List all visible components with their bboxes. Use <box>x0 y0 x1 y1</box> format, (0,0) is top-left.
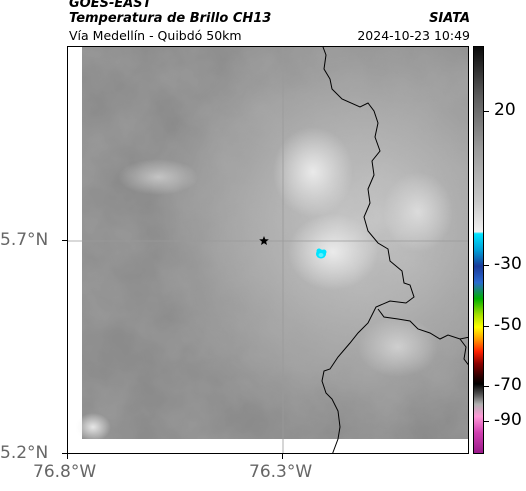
satellite-image-panel <box>67 46 469 454</box>
colorbar-tick <box>484 265 489 266</box>
lat-tick <box>62 453 67 454</box>
satellite-title: GOES-EAST <box>69 0 152 11</box>
colorbar-tick <box>484 386 489 387</box>
colorbar-label: 20 <box>494 100 516 120</box>
lon-tick <box>67 454 68 459</box>
colorbar-label: -50 <box>494 315 522 335</box>
bright-cloud-core <box>273 127 353 217</box>
agency-label: SIATA <box>429 11 470 26</box>
star-icon <box>259 236 269 245</box>
timestamp-label: 2024-10-23 10:49 <box>357 28 470 43</box>
lat-label: 5.2°N <box>0 443 49 463</box>
department-border <box>321 47 415 453</box>
cold-cloud-cell <box>316 248 327 259</box>
colorbar-tick <box>484 326 489 327</box>
brightness-temperature-map <box>68 47 468 453</box>
product-title: Temperatura de Brillo CH13 <box>69 11 272 26</box>
colorbar-tick <box>484 111 489 112</box>
colorbar-label: -90 <box>494 410 522 430</box>
colorbar-label: -70 <box>494 375 522 395</box>
lon-tick <box>282 454 283 459</box>
lon-label: 76.8°W <box>33 462 97 482</box>
lat-label: 5.7°N <box>0 230 49 250</box>
lon-label: 76.3°W <box>249 462 313 482</box>
colorbar <box>473 46 484 454</box>
region-subtitle: Vía Medellín - Quibdó 50km <box>69 28 242 43</box>
lat-tick <box>62 240 67 241</box>
colorbar-label: -30 <box>494 254 522 274</box>
colorbar-tick <box>484 421 489 422</box>
